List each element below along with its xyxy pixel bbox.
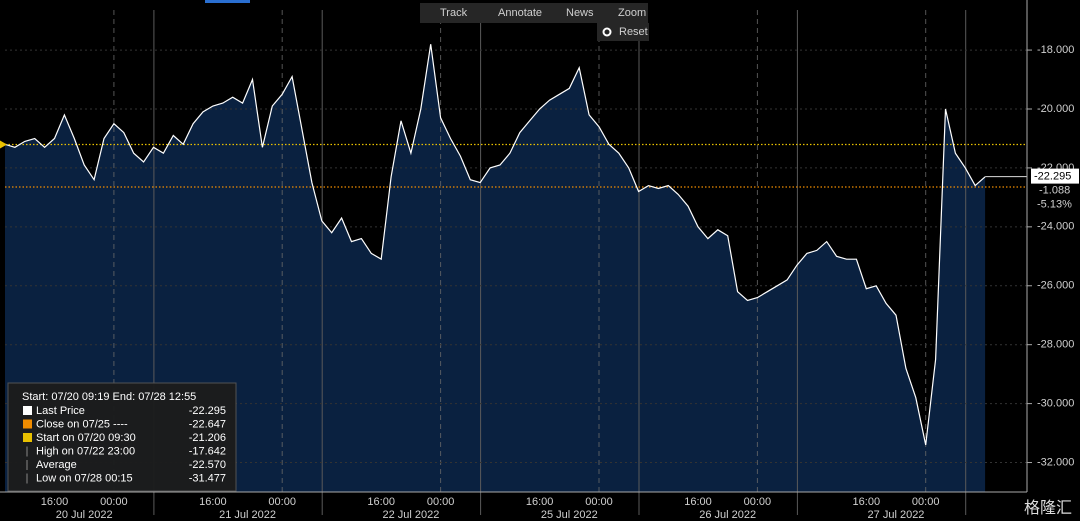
legend-name: Low on 07/28 00:15 [36, 472, 133, 484]
date-label: 22 Jul 2022 [382, 509, 439, 521]
y-tick-label: -18.000 [1037, 44, 1074, 56]
legend-swatch [23, 419, 32, 429]
legend-name: Start on 07/20 09:30 [36, 432, 136, 444]
reset-button-bg [597, 23, 649, 41]
x-tick-label: 00:00 [912, 496, 940, 508]
toolbar [420, 3, 648, 23]
date-label: 20 Jul 2022 [56, 509, 113, 521]
x-tick-label: 16:00 [41, 496, 69, 508]
y-tick-label: -28.000 [1037, 339, 1074, 351]
legend-range: Start: 07/20 09:19 End: 07/28 12:55 [22, 391, 196, 403]
date-label: 27 Jul 2022 [868, 509, 925, 521]
reset-icon [602, 27, 612, 37]
tab-indicator [205, 0, 250, 3]
start-marker [0, 140, 7, 149]
legend-value: -17.642 [189, 445, 226, 457]
x-tick-label: 16:00 [367, 496, 395, 508]
change-label: -1.088 [1039, 185, 1070, 197]
last-price-tag-label: -22.295 [1034, 171, 1071, 183]
price-line [4, 44, 986, 446]
legend-name: High on 07/22 23:00 [36, 445, 135, 457]
legend-value: -22.570 [189, 459, 226, 471]
date-label: 25 Jul 2022 [541, 509, 598, 521]
y-tick-label: -26.000 [1037, 280, 1074, 292]
x-tick-label: 16:00 [853, 496, 881, 508]
watermark: 格隆汇 [1024, 499, 1072, 517]
legend-value: -21.206 [189, 432, 226, 444]
x-tick-label: 00:00 [427, 496, 455, 508]
area [5, 44, 986, 492]
toolbar-button[interactable]: Annotate [498, 7, 542, 19]
date-label: 21 Jul 2022 [219, 509, 276, 521]
reset-button[interactable]: Reset [619, 26, 648, 38]
toolbar-button[interactable]: Zoom [618, 7, 646, 19]
x-tick-label: 16:00 [684, 496, 712, 508]
legend-swatch [23, 406, 32, 415]
last-price-tag [1031, 168, 1079, 184]
legend-swatch [23, 433, 32, 442]
legend-value: -22.647 [189, 418, 226, 430]
x-tick-label: 00:00 [585, 496, 613, 508]
y-tick-label: -30.000 [1037, 398, 1074, 410]
x-tick-label: 00:00 [100, 496, 128, 508]
toolbar-button[interactable]: Track [440, 7, 468, 19]
x-tick-label: 16:00 [526, 496, 554, 508]
legend-name: Last Price [36, 405, 85, 417]
change-percent-label: -5.13% [1037, 199, 1072, 211]
y-tick-label: -32.000 [1037, 456, 1074, 468]
x-tick-label: 00:00 [268, 496, 296, 508]
legend-name: Close on 07/25 ---- [36, 418, 128, 430]
date-label: 26 Jul 2022 [699, 509, 756, 521]
legend-value: -22.295 [189, 405, 226, 417]
x-tick-label: 00:00 [744, 496, 772, 508]
x-tick-label: 16:00 [199, 496, 227, 508]
legend-name: Average [36, 459, 77, 471]
toolbar-button[interactable]: News [566, 7, 594, 19]
y-tick-label: -24.000 [1037, 221, 1074, 233]
legend-value: -31.477 [189, 472, 226, 484]
y-tick-label: -20.000 [1037, 103, 1074, 115]
legend-box [7, 382, 237, 492]
